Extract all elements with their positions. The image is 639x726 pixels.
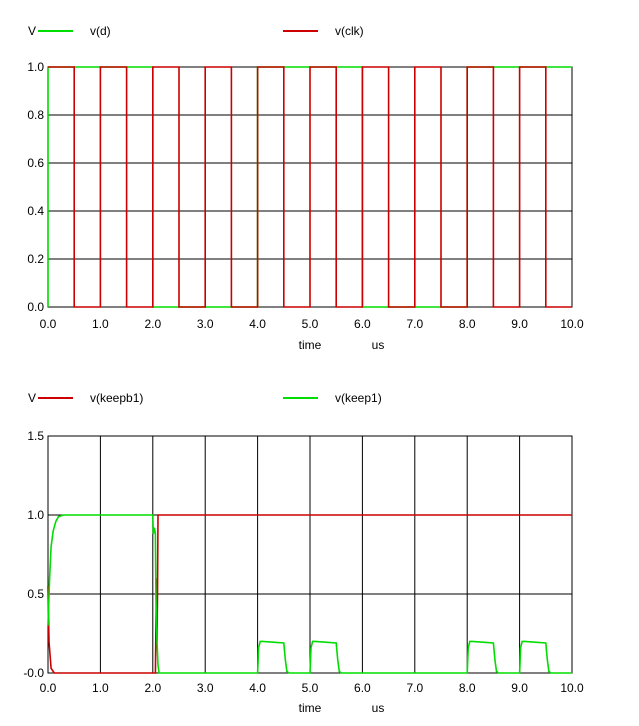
x-tick-label: 6.0 xyxy=(354,317,371,331)
x-tick-label: 0.0 xyxy=(40,681,57,695)
y-axis-label: V xyxy=(28,24,36,38)
x-axis-unit: us xyxy=(372,701,385,715)
x-tick-label: 6.0 xyxy=(354,681,371,695)
y-tick-label: 1.0 xyxy=(27,60,44,74)
y-tick-label: 1.5 xyxy=(27,429,44,443)
legend-label-2: v(keep1) xyxy=(335,391,382,405)
x-tick-label: 4.0 xyxy=(249,317,266,331)
y-tick-label: -0.0 xyxy=(23,666,44,680)
x-tick-label: 7.0 xyxy=(406,681,423,695)
legend-label-2: v(clk) xyxy=(335,24,364,38)
x-tick-label: 9.0 xyxy=(511,317,528,331)
x-tick-label: 1.0 xyxy=(92,317,109,331)
x-tick-label: 2.0 xyxy=(144,681,161,695)
x-tick-label: 7.0 xyxy=(406,317,423,331)
x-tick-label: 2.0 xyxy=(144,317,161,331)
series-line-vclk xyxy=(48,66,572,308)
y-axis-label: V xyxy=(28,391,36,405)
x-tick-label: 8.0 xyxy=(459,317,476,331)
y-tick-label: 0.6 xyxy=(27,156,44,170)
legend-label-1: v(keepb1) xyxy=(90,391,143,405)
y-tick-label: 0.0 xyxy=(27,300,44,314)
x-tick-label: 3.0 xyxy=(197,681,214,695)
y-tick-label: 0.2 xyxy=(27,252,44,266)
series-line-vkeepb1 xyxy=(47,514,572,674)
x-tick-label: 8.0 xyxy=(459,681,476,695)
y-tick-label: 1.0 xyxy=(27,508,44,522)
x-tick-label: 3.0 xyxy=(197,317,214,331)
x-tick-label: 9.0 xyxy=(511,681,528,695)
x-tick-label: 5.0 xyxy=(302,681,319,695)
y-tick-label: 0.4 xyxy=(27,204,44,218)
series-line-vkeep1 xyxy=(47,514,572,674)
x-tick-label: 4.0 xyxy=(249,681,266,695)
x-tick-label: 5.0 xyxy=(302,317,319,331)
x-tick-label: 1.0 xyxy=(92,681,109,695)
x-tick-label: 0.0 xyxy=(40,317,57,331)
legend-label-1: v(d) xyxy=(90,24,111,38)
x-axis-label: time xyxy=(299,701,322,715)
x-axis-unit: us xyxy=(372,338,385,352)
y-tick-label: 0.5 xyxy=(27,587,44,601)
y-tick-label: 0.8 xyxy=(27,108,44,122)
x-axis-label: time xyxy=(299,338,322,352)
x-tick-label: 10.0 xyxy=(560,681,584,695)
x-tick-label: 10.0 xyxy=(560,317,584,331)
